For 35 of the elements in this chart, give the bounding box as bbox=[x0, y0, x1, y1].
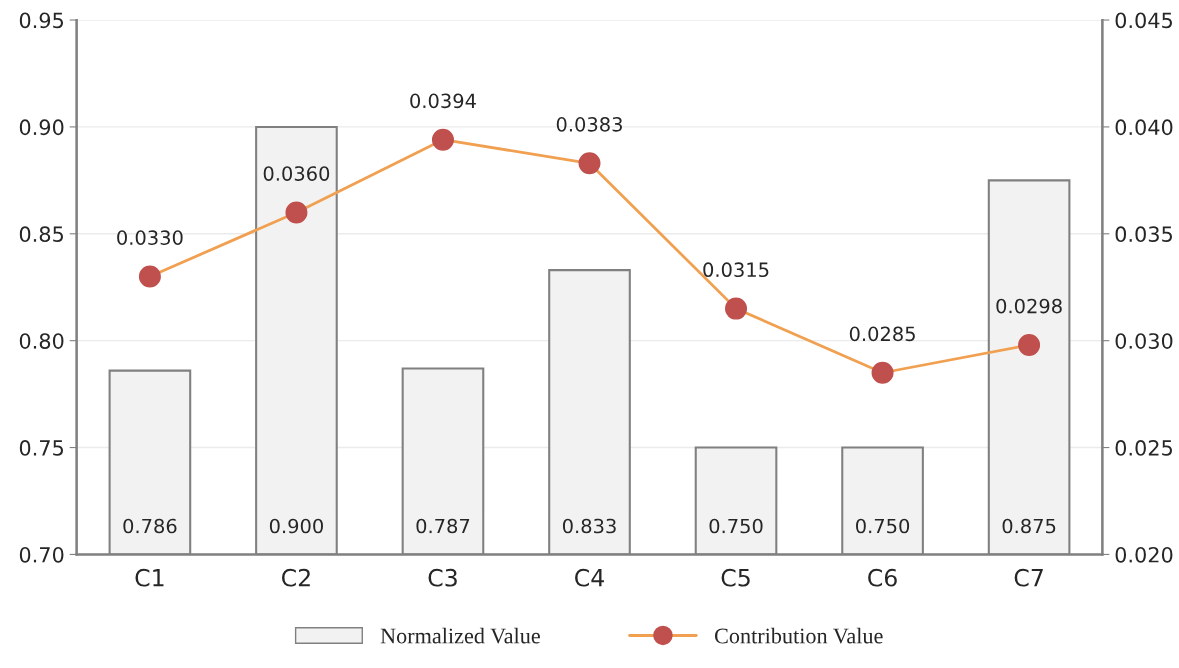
y2-tick-label: 0.020 bbox=[1115, 546, 1173, 563]
data-label: 0.786 bbox=[123, 518, 177, 534]
y2-tick-label: 0.025 bbox=[1115, 440, 1172, 456]
data-label: 0.875 bbox=[1002, 518, 1056, 534]
x-tick-label: C5 bbox=[721, 568, 750, 587]
data-label: 0.0285 bbox=[849, 326, 915, 342]
data-label: 0.0330 bbox=[117, 230, 183, 246]
data-label: 0.787 bbox=[416, 518, 470, 534]
legend-label: Contribution Value bbox=[714, 627, 883, 644]
data-label: 0.0298 bbox=[996, 298, 1062, 314]
y-tick-label: 0.90 bbox=[19, 119, 64, 136]
data-label: 0.0394 bbox=[410, 93, 476, 109]
y2-tick-label: 0.030 bbox=[1115, 333, 1173, 349]
data-label: 0.0315 bbox=[703, 262, 769, 278]
x-tick-label: C4 bbox=[575, 568, 604, 587]
x-tick-label: C3 bbox=[428, 568, 457, 587]
y2-tick-label: 0.045 bbox=[1115, 12, 1172, 29]
x-tick-label: C2 bbox=[282, 568, 310, 587]
y-tick-label: 0.95 bbox=[19, 12, 64, 29]
y2-tick-label: 0.040 bbox=[1115, 119, 1173, 136]
x-tick-label: C7 bbox=[1014, 568, 1043, 587]
x-tick-label: C6 bbox=[868, 568, 897, 587]
legend-label: Normalized Value bbox=[380, 627, 540, 644]
y2-tick-label: 0.035 bbox=[1115, 226, 1172, 243]
x-tick-label: C1 bbox=[135, 568, 164, 587]
data-label: 0.900 bbox=[269, 518, 323, 534]
data-label: 0.750 bbox=[709, 518, 763, 534]
data-label: 0.833 bbox=[562, 518, 616, 534]
y-tick-label: 0.80 bbox=[19, 333, 64, 349]
y-tick-label: 0.70 bbox=[19, 546, 64, 563]
y-tick-label: 0.75 bbox=[19, 440, 64, 456]
data-label: 0.750 bbox=[856, 518, 910, 534]
data-label: 0.0360 bbox=[263, 166, 330, 181]
data-label: 0.0383 bbox=[556, 117, 622, 132]
y-tick-label: 0.85 bbox=[19, 226, 64, 243]
